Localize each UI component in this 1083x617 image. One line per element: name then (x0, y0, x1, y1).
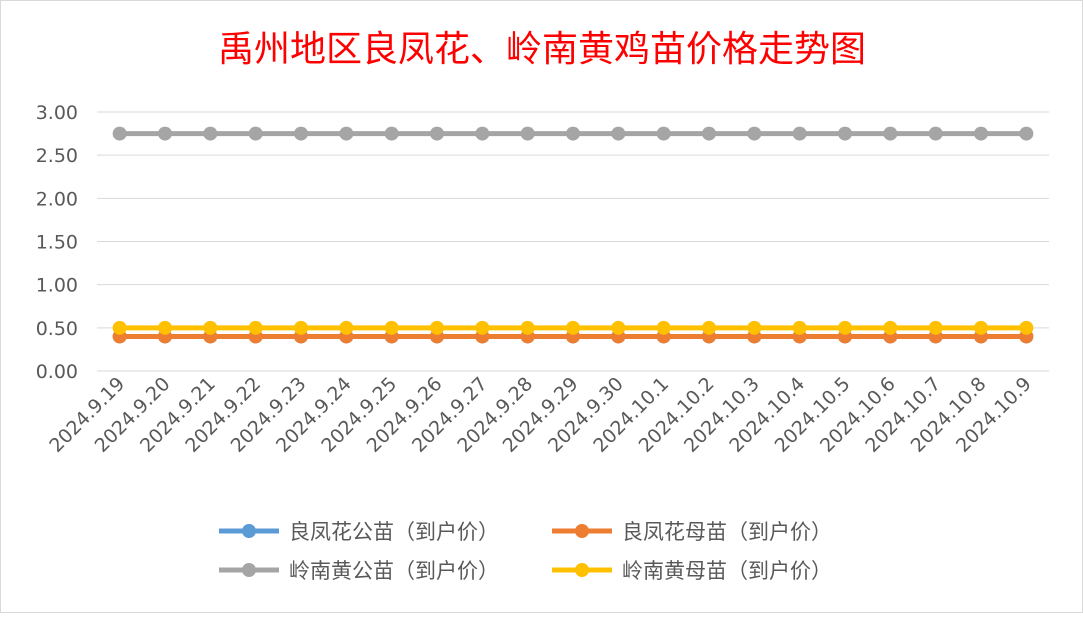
legend-item: 岭南黄母苗（到户价） (552, 559, 832, 583)
data-point (792, 320, 807, 335)
data-point (475, 126, 490, 141)
data-point (384, 320, 399, 335)
data-point (248, 126, 263, 141)
data-point (158, 126, 172, 141)
data-point (1019, 126, 1034, 141)
data-point (112, 320, 127, 335)
data-point (747, 320, 762, 335)
data-point (928, 126, 943, 141)
legend-swatch-marker (242, 563, 256, 577)
data-point (566, 320, 580, 335)
data-point (838, 126, 852, 141)
legend-label: 岭南黄公苗（到户价） (289, 559, 499, 583)
data-point (294, 320, 308, 335)
data-point (112, 126, 127, 141)
data-point (928, 320, 943, 335)
y-tick-label: 2.50 (36, 145, 78, 167)
data-point (656, 320, 671, 335)
data-point (838, 320, 852, 335)
y-axis-ticks: 0.00 0.50 1.00 1.50 2.00 2.50 3.00 (36, 102, 78, 383)
y-tick-label: 3.00 (36, 102, 78, 124)
data-point (203, 320, 218, 335)
legend-swatch-marker (575, 563, 589, 577)
data-point (248, 320, 263, 335)
data-point (520, 320, 535, 335)
series-3 (112, 320, 1034, 335)
legend: 良凤花公苗（到户价） 良凤花母苗（到户价） 岭南黄公苗（到户价） 岭南黄母苗（到户价） (219, 520, 832, 583)
data-point (702, 126, 716, 141)
chart-title: 禹州地区良凤花、岭南黄鸡苗价格走势图 (218, 29, 866, 70)
data-point (294, 126, 308, 141)
data-point (1019, 320, 1034, 335)
data-point (656, 126, 671, 141)
data-point (203, 126, 218, 141)
y-tick-label: 2.00 (36, 188, 78, 210)
data-point (339, 320, 354, 335)
legend-label: 良凤花公苗（到户价） (289, 520, 499, 544)
data-point (792, 126, 807, 141)
series-2 (112, 126, 1034, 141)
legend-item: 良凤花公苗（到户价） (219, 520, 499, 544)
x-axis-ticks: 2024.9.192024.9.202024.9.212024.9.222024… (45, 373, 1036, 457)
y-tick-label: 0.00 (36, 361, 78, 383)
data-point (611, 320, 626, 335)
data-point (158, 320, 172, 335)
data-point (384, 126, 399, 141)
data-point (883, 126, 898, 141)
data-point (974, 320, 988, 335)
data-point (475, 320, 490, 335)
legend-item: 良凤花母苗（到户价） (552, 520, 832, 544)
legend-label: 良凤花母苗（到户价） (622, 520, 832, 544)
data-point (974, 126, 988, 141)
series-lines (112, 126, 1034, 344)
data-point (520, 126, 535, 141)
y-tick-label: 1.50 (36, 232, 78, 254)
y-tick-label: 1.00 (36, 275, 78, 297)
data-point (883, 320, 898, 335)
legend-swatch-marker (242, 524, 256, 538)
legend-swatch-marker (575, 524, 589, 538)
data-point (430, 320, 444, 335)
y-tick-label: 0.50 (36, 318, 78, 340)
legend-item: 岭南黄公苗（到户价） (219, 559, 499, 583)
data-point (611, 126, 626, 141)
legend-label: 岭南黄母苗（到户价） (622, 559, 832, 583)
data-point (702, 320, 716, 335)
data-point (430, 126, 444, 141)
data-point (747, 126, 762, 141)
data-point (566, 126, 580, 141)
data-point (339, 126, 354, 141)
